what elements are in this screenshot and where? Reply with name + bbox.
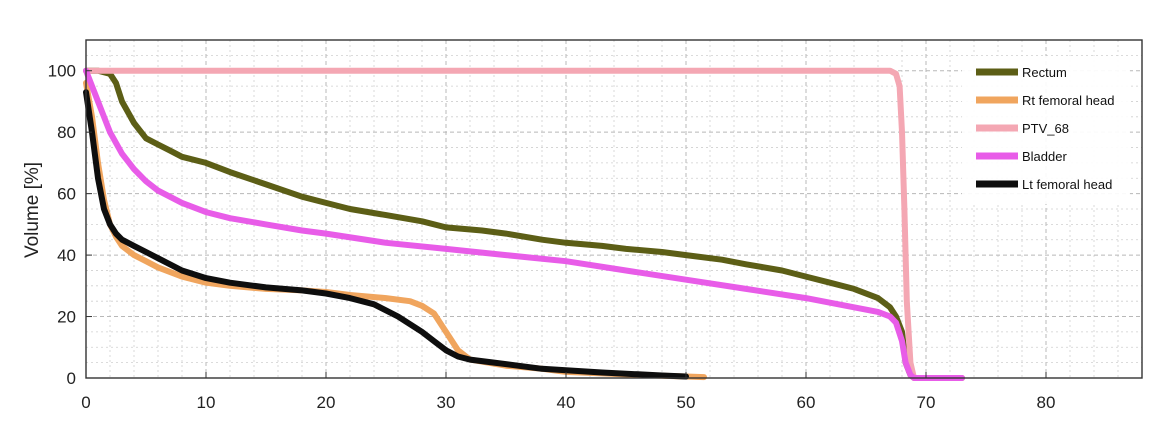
legend-label: Rt femoral head — [1022, 93, 1115, 108]
major-grid — [86, 40, 1142, 378]
y-axis-label: Volume [%] — [22, 162, 43, 258]
y-tick-label: 20 — [57, 308, 76, 327]
legend-label: Lt femoral head — [1022, 177, 1112, 192]
x-tick-label: 80 — [1037, 393, 1056, 412]
x-tick-label: 60 — [797, 393, 816, 412]
series-line-rectum — [83, 67, 965, 381]
x-tick-label: 0 — [81, 393, 90, 412]
y-tick-label: 0 — [67, 369, 76, 388]
y-axis-ticks: 0 20 40 60 80 100 — [48, 62, 92, 388]
y-tick-label: 100 — [48, 62, 76, 81]
y-tick-label: 80 — [57, 123, 76, 142]
x-tick-label: 30 — [437, 393, 456, 412]
x-tick-label: 40 — [557, 393, 576, 412]
legend-label: PTV_68 — [1022, 121, 1069, 136]
x-tick-label: 50 — [677, 393, 696, 412]
y-tick-label: 40 — [57, 246, 76, 265]
series-line-bladder — [83, 67, 965, 381]
x-axis-ticks: 0 10 20 30 40 50 60 70 80 — [81, 372, 1055, 412]
x-tick-label: 70 — [917, 393, 936, 412]
legend: Rectum Rt femoral head PTV_68 Bladder Lt fem… — [962, 56, 1130, 204]
x-tick-label: 20 — [317, 393, 336, 412]
plot-frame — [85, 39, 1143, 379]
legend-label: Bladder — [1022, 149, 1067, 164]
x-tick-label: 10 — [197, 393, 216, 412]
legend-label: Rectum — [1022, 65, 1067, 80]
series-line-lt-femoral-head — [83, 89, 689, 380]
y-tick-label: 60 — [57, 185, 76, 204]
